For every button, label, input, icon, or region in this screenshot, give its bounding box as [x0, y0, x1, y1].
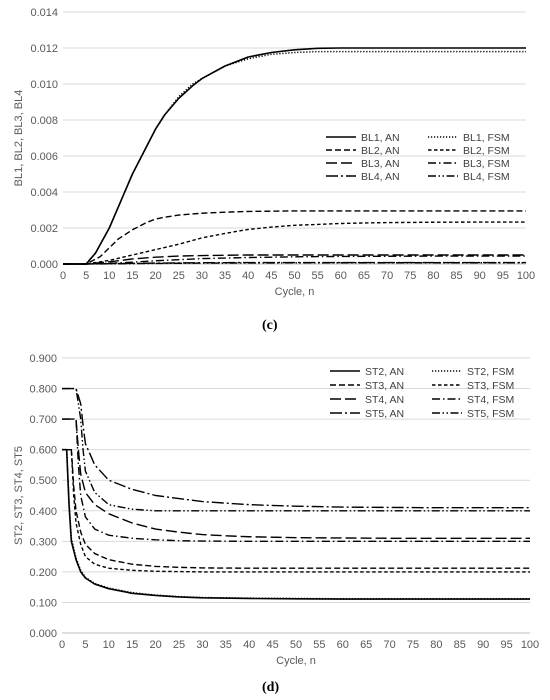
x-tick-label: 20: [149, 639, 161, 651]
series-line-st2-an: [62, 448, 530, 600]
legend-entry: ST2, AN: [365, 366, 404, 378]
legend-entry: ST4, FSM: [467, 394, 514, 406]
panel-label-c: (c): [262, 318, 278, 333]
x-tick-label: 45: [266, 639, 278, 651]
x-tick-label: 25: [173, 639, 185, 651]
series-line-st2-fsm: [62, 448, 530, 600]
legend-entry: BL1, AN: [361, 132, 400, 144]
x-tick-label: 50: [290, 639, 302, 651]
y-tick-label: 0.002: [30, 223, 58, 235]
legend-entry: BL4, AN: [361, 171, 400, 183]
y-tick-label: 0.500: [29, 475, 57, 487]
x-tick-label: 100: [517, 270, 535, 282]
x-tick-label: 70: [383, 639, 395, 651]
x-tick-label: 10: [103, 639, 115, 651]
series-line-bl2-fsm: [63, 221, 526, 265]
panel-label-d: (d): [262, 680, 280, 695]
y-tick-label: 0.400: [29, 506, 57, 518]
y-tick-label: 0.006: [30, 151, 58, 163]
x-tick-label: 45: [265, 270, 277, 282]
series-line-st4-an: [62, 418, 530, 539]
x-tick-label: 40: [243, 639, 255, 651]
x-tick-label: 95: [500, 639, 512, 651]
y-tick-label: 0.300: [29, 536, 57, 548]
x-tick-label: 65: [360, 639, 372, 651]
y-tick-label: 0.004: [30, 187, 58, 199]
x-tick-label: 40: [242, 270, 254, 282]
y-tick-label: 0.012: [30, 43, 58, 55]
x-tick-label: 90: [477, 639, 489, 651]
legend-entry: ST5, FSM: [467, 408, 514, 420]
x-tick-label: 15: [126, 270, 138, 282]
legend-entry: BL3, FSM: [463, 158, 510, 170]
series-line-bl4-fsm: [63, 262, 526, 265]
legend-entry: BL1, FSM: [463, 132, 510, 144]
x-tick-label: 35: [219, 270, 231, 282]
x-tick-label: 90: [474, 270, 486, 282]
x-tick-label: 95: [497, 270, 509, 282]
x-tick-label: 55: [313, 639, 325, 651]
series-line-bl4-an: [63, 261, 526, 265]
x-tick-label: 5: [83, 270, 89, 282]
series-line-st5-an: [62, 387, 530, 509]
legend-entry: ST3, AN: [365, 380, 404, 392]
series-line-bl2-an: [63, 210, 526, 265]
y-tick-label: 0.800: [29, 384, 57, 396]
x-tick-label: 85: [450, 270, 462, 282]
y-tick-label: 0.200: [29, 567, 57, 579]
series-line-st5-fsm: [62, 387, 530, 512]
x-axis-label: Cycle, n: [276, 655, 316, 667]
x-tick-label: 50: [288, 270, 300, 282]
x-tick-label: 20: [149, 270, 161, 282]
x-tick-label: 15: [126, 639, 138, 651]
legend-entry: BL3, AN: [361, 158, 400, 170]
y-tick-label: 0.010: [30, 79, 58, 91]
series-line-bl3-an: [63, 254, 526, 265]
x-tick-label: 100: [521, 639, 539, 651]
x-tick-label: 85: [454, 639, 466, 651]
y-tick-label: 0.000: [30, 259, 58, 271]
x-tick-label: 30: [196, 639, 208, 651]
x-tick-label: 0: [60, 270, 66, 282]
x-tick-label: 25: [173, 270, 185, 282]
x-tick-label: 60: [337, 639, 349, 651]
y-tick-label: 0.100: [29, 597, 57, 609]
y-axis-label: BL1, BL2, BL3, BL4: [13, 90, 25, 187]
x-tick-label: 30: [196, 270, 208, 282]
x-tick-label: 0: [59, 639, 65, 651]
y-tick-label: 0.600: [29, 445, 57, 457]
y-tick-label: 0.008: [30, 115, 58, 127]
legend-entry: BL2, AN: [361, 145, 400, 157]
y-tick-label: 0.014: [30, 7, 58, 19]
x-tick-label: 75: [407, 639, 419, 651]
x-tick-label: 80: [427, 270, 439, 282]
x-tick-label: 75: [404, 270, 416, 282]
chart-c: 0.000 0.002 0.004 0.006 0.008 0.010 0.012 0.014…: [13, 7, 535, 298]
x-tick-label: 80: [430, 639, 442, 651]
legend-entry: ST4, AN: [365, 394, 404, 406]
x-tick-label: 55: [312, 270, 324, 282]
x-tick-label: 35: [220, 639, 232, 651]
x-axis-label: Cycle, n: [275, 286, 315, 298]
series-line-bl1-an: [63, 47, 526, 265]
legend-entry: BL4, FSM: [463, 171, 510, 183]
y-tick-label: 0.700: [29, 414, 57, 426]
legend-entry: ST2, FSM: [467, 366, 514, 378]
series-line-bl1-fsm: [63, 50, 526, 265]
x-tick-label: 60: [335, 270, 347, 282]
legend-entry: ST5, AN: [365, 408, 404, 420]
x-tick-label: 65: [358, 270, 370, 282]
legend-entry: ST3, FSM: [467, 380, 514, 392]
series-line-st4-fsm: [62, 418, 530, 543]
chart-d: 0.000 0.100 0.200 0.300 0.400 0.500 0.600 0.700…: [13, 353, 539, 667]
x-tick-label: 70: [381, 270, 393, 282]
x-tick-label: 5: [82, 639, 88, 651]
y-axis-label: ST2, ST3, ST4, ST5: [13, 446, 25, 545]
y-tick-label: 0.900: [29, 353, 57, 365]
x-tick-label: 10: [103, 270, 115, 282]
legend-entry: BL2, FSM: [463, 145, 510, 157]
y-tick-label: 0.000: [29, 628, 57, 640]
